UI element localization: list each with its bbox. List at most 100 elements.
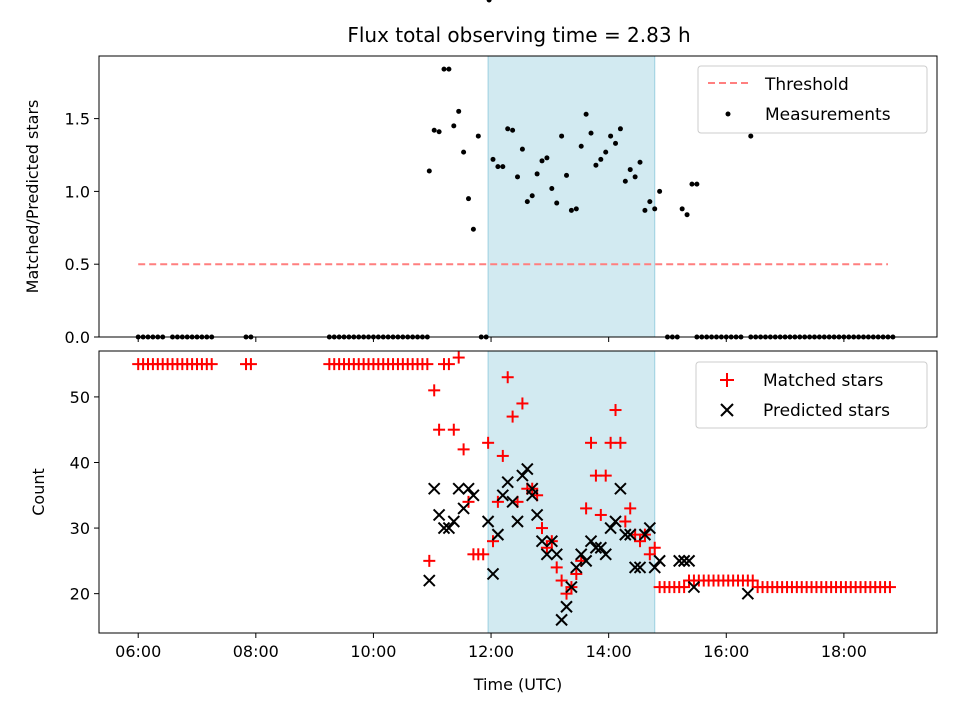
bottom-panel: 20 30 40 50 Count 06:00 08:00 10:00 12:00 14:00… [29,337,938,694]
x-tick-label: 14:00 [586,642,632,661]
predicted-star-point [437,521,451,535]
predicted-star-point [462,482,475,495]
measurement-point [490,156,496,162]
predicted-star-point [501,475,514,489]
measurement-point [632,174,638,180]
predicted-star-point [638,528,652,541]
measurement-point [647,199,653,205]
measurement-point [451,123,457,129]
x-ticks: 06:00 08:00 10:00 12:00 14:00 16:00 18:00 [115,337,867,661]
predicted-star-point [467,489,480,502]
matched-star-point [614,436,627,449]
measurement-point [748,133,754,139]
predicted-star-point [516,469,529,482]
measurement-point [529,193,535,199]
predicted-star-point [594,541,608,554]
matched-star-point [580,502,593,515]
predicted-star-point [511,515,524,528]
top-y-label: Matched/Predicted stars [23,100,42,294]
legend-matched-swatch [720,373,734,387]
measurement-point [436,129,442,135]
measurement-point [559,133,565,139]
predicted-star-point [648,561,661,574]
predicted-star-point [545,534,559,548]
predicted-star-point [555,613,568,627]
legend-predicted-label: Predicted stars [763,401,890,421]
matched-star-point [423,554,436,567]
measurement-point [539,158,545,164]
measurement-point [544,155,550,161]
measurement-point [515,174,521,180]
predicted-star-point [442,521,456,535]
matched-star-point [477,548,490,561]
x-tick: 16:00 [703,337,749,661]
measurement-point [583,111,589,117]
predicted-star-point [609,515,622,528]
measurement-point [441,66,447,72]
predicted-star-point [628,561,642,574]
matched-star-point [433,423,446,436]
predicted-star-point [579,554,593,568]
matched-star-point [501,371,514,384]
predicted-star-point [570,561,583,574]
predicted-star-point [535,534,549,548]
matched-star-point [487,535,500,548]
matched-star-point [244,358,257,371]
x-axis-label: Time (UTC) [473,675,562,694]
predicted-stars-points [423,462,755,627]
predicted-star-point [624,528,637,541]
measurement-point [475,133,481,139]
predicted-star-point [643,521,657,535]
matched-star-point [452,351,465,364]
top-legend: Threshold Measurements [697,65,928,134]
predicted-star-point [530,508,544,522]
measurement-point [679,206,685,212]
measurement-point [534,171,540,177]
matched-star-point [550,561,563,574]
top-panel: 0.0 0.5 1.0 1.5 Matched/Predicted stars [23,0,938,347]
predicted-star-point [452,482,465,495]
measurement-point [622,178,628,184]
predicted-star-point [673,554,686,568]
chart-title: Flux total observing time = 2.83 h [347,23,690,47]
measurement-point [613,140,619,146]
predicted-star-point [599,548,612,561]
predicted-star-point [575,548,588,561]
predicted-star-point [506,495,519,509]
predicted-star-point [584,534,598,548]
measurement-point [495,164,501,170]
predicted-star-point [682,554,696,568]
measurement-point [554,200,560,206]
measurement-point [519,146,525,152]
top-y-tick-label: 1.0 [65,182,90,201]
matched-star-point [609,404,622,417]
measurement-point [642,207,648,213]
predicted-star-point [423,574,436,587]
predicted-star-point [447,515,461,528]
bottom-y-tick: 50 [70,388,99,407]
top-axes-frame [98,55,938,338]
matched-star-point [643,548,656,561]
matched-star-point [421,358,434,371]
measurement-point [598,156,604,162]
matched-star-point [496,449,509,462]
matched-star-point [746,574,759,587]
measurement-point [637,159,643,165]
matched-star-point [883,581,896,594]
x-tick: 08:00 [233,337,279,661]
predicted-star-point [741,587,755,600]
measurement-point [652,206,658,212]
x-tick: 18:00 [821,337,867,661]
measurement-point [549,185,555,191]
legend-matched-label: Matched stars [763,371,883,391]
matched-star-point [491,495,504,508]
predicted-star-point [427,482,441,495]
measurement-point [426,168,432,174]
predicted-star-point [619,528,632,541]
bottom-y-tick-label: 50 [70,388,90,407]
measurement-point [524,199,530,205]
measurement-point [510,127,516,133]
matched-star-point [442,358,455,371]
matched-star-point [540,541,553,554]
